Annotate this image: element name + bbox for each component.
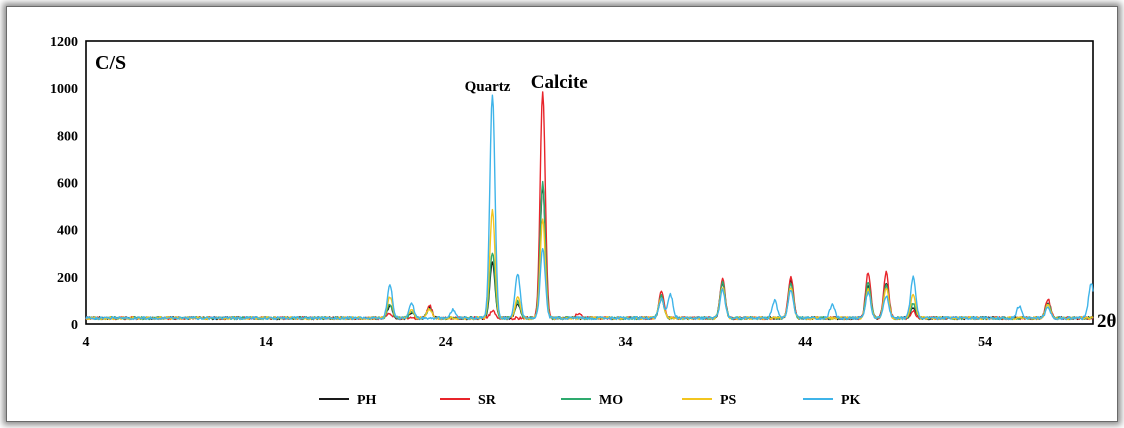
y-tick-label: 200 <box>57 271 78 286</box>
series-line-ps <box>85 208 1094 321</box>
plot-area-border <box>85 40 1094 325</box>
y-tick-label: 400 <box>57 224 78 239</box>
legend-label-mo: MO <box>599 393 623 408</box>
y-tick-label: 800 <box>57 129 78 144</box>
x-tick-label: 4 <box>83 335 90 350</box>
series-line-mo <box>85 180 1094 321</box>
legend-label-sr: SR <box>478 393 497 408</box>
legend-label-ph: PH <box>357 393 377 408</box>
series-traces <box>85 91 1094 321</box>
y-tick-label: 1000 <box>50 82 78 97</box>
series-line-pk <box>85 94 1094 321</box>
x-tick-label: 14 <box>259 335 273 350</box>
chart-frame: 0 200 400 600 800 1000 1200 4 14 24 34 44 54 C/S Qu… <box>6 6 1118 422</box>
x-tick-label: 24 <box>439 335 453 350</box>
y-axis-label: C/S <box>95 52 126 74</box>
x-axis-label: 2θ <box>1097 311 1117 332</box>
x-tick-label: 44 <box>798 335 812 350</box>
x-axis-ticks: 4 14 24 34 44 54 <box>83 335 993 350</box>
y-tick-label: 600 <box>57 177 78 192</box>
y-axis-ticks: 0 200 400 600 800 1000 1200 <box>50 35 78 333</box>
y-tick-label: 0 <box>71 318 78 333</box>
xrd-line-chart: 0 200 400 600 800 1000 1200 4 14 24 34 44 54 C/S Qu… <box>50 35 1117 408</box>
legend-label-ps: PS <box>720 393 737 408</box>
x-tick-label: 54 <box>978 335 992 350</box>
legend: PH SR MO PS PK <box>319 393 861 408</box>
quartz-annotation: Quartz <box>465 79 511 95</box>
y-tick-label: 1200 <box>50 35 78 50</box>
x-tick-label: 34 <box>618 335 632 350</box>
legend-label-pk: PK <box>841 393 861 408</box>
calcite-annotation: Calcite <box>531 72 588 93</box>
series-line-ph <box>85 185 1094 321</box>
series-line-sr <box>85 91 1094 321</box>
